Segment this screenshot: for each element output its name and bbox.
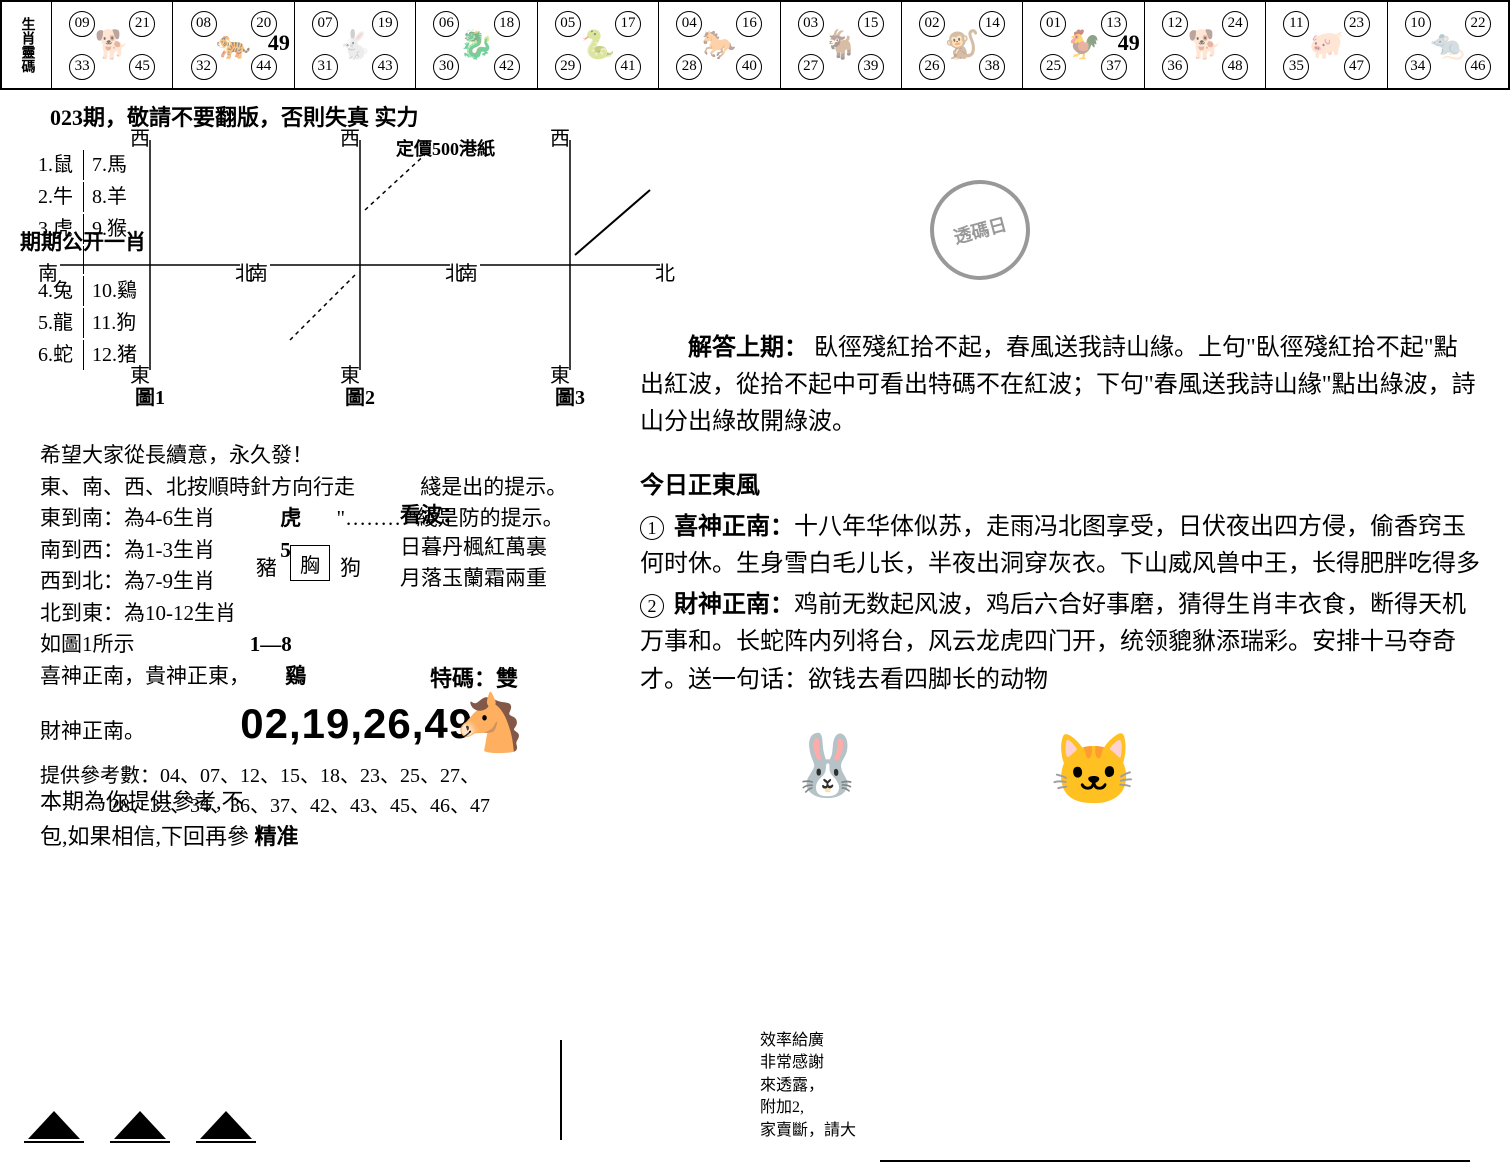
- zodiac-animal-icon: 🐎: [702, 28, 737, 62]
- kanbo-l2: 月落玉蘭霜兩重: [400, 563, 547, 595]
- zodiac-cell: 03152739🐐: [781, 2, 902, 88]
- zodiac-animal-icon: 🐕: [1188, 28, 1223, 62]
- triangle-icon: [28, 1111, 80, 1139]
- zodiac-strip: 生肖靈碼 09213345🐕08203244🐅4907193143🐇061830…: [0, 0, 1510, 90]
- circled-2-icon: 2: [640, 594, 664, 618]
- zodiac-cell: 12243648🐕: [1145, 2, 1266, 88]
- big-numbers: 02,19,26,49: [240, 692, 473, 755]
- zodiac-cell: 07193143🐇: [295, 2, 416, 88]
- hint-l9: 財神正南。: [40, 719, 150, 743]
- xiong-right: 狗: [340, 552, 361, 582]
- caishen-line: 2 財神正南：鸡前无数起风波，鸡后六合好事磨，猜得生肖丰衣食，断得天机万事和。长…: [640, 587, 1480, 699]
- compass-diagram: 西 南 北 東 圖2: [270, 122, 470, 382]
- stamp-icon: 透碼日: [919, 169, 1041, 291]
- zodiac-animal-icon: 🐅: [216, 28, 251, 62]
- br-1: 效率給廣: [760, 1030, 856, 1052]
- dir-south: 南: [248, 257, 268, 286]
- hint-l7: 如圖1所示 1—8: [40, 629, 600, 661]
- left-text-block: 希望大家從長續意，永久發！ 東、南、西、北按順時針方向行走 綫是出的提示。 東到…: [40, 440, 600, 821]
- kanbo-block: 看波： 日暮丹楓紅萬裏 月落玉蘭霜兩重: [400, 500, 547, 595]
- compass-cross-icon: [270, 140, 450, 370]
- zodiac-animal-icon: 🐖: [1309, 28, 1344, 62]
- horse-cartoon-icon: 🐴: [455, 690, 525, 756]
- zodiac-animal-icon: 🐇: [338, 28, 373, 62]
- compass-cross-icon: [60, 140, 240, 370]
- zodiac-animal-icon: 🐒: [945, 28, 980, 62]
- zodiac-cell: 04162840🐎: [659, 2, 780, 88]
- zodiac-cell: 09213345🐕: [52, 2, 173, 88]
- zodiac-strip-header: 生肖靈碼: [2, 2, 52, 88]
- bl-2: 包,如果相信,下回再參 精准: [40, 819, 299, 854]
- divider-line: [880, 1160, 1470, 1162]
- cat-cartoon-icon: 🐱: [1050, 730, 1137, 812]
- zodiac-cell: 11233547🐖: [1266, 2, 1387, 88]
- kanbo-title: 看波：: [400, 500, 547, 532]
- xiong-left: 豬: [256, 552, 277, 582]
- zodiac-big-num: 49: [1118, 30, 1140, 56]
- br-4: 附加2,: [760, 1097, 856, 1119]
- zodiac-big-num: 49: [268, 30, 290, 56]
- triangle-icon: [114, 1111, 166, 1139]
- compass-diagram: 西 南 北 東 圖1: [60, 122, 260, 382]
- bottom-left-text: 本期為你提供參考,不 包,如果相信,下回再參 精准: [40, 784, 299, 854]
- hint-l2: 東、南、西、北按順時針方向行走 綫是出的提示。: [40, 472, 600, 504]
- dir-south: 南: [458, 257, 478, 286]
- bunny-desk-icon: 🐰: [790, 730, 865, 801]
- br-2: 非常感謝: [760, 1052, 856, 1074]
- br-5: 家賣斷，請大: [760, 1120, 856, 1142]
- right-column: 解答上期：解答上期：臥徑殘紅拾不起，春風送我詩山緣。上句"臥徑殘紅拾不起"點出紅…: [640, 330, 1480, 703]
- compass-row: 西 南 北 東 圖1 西 南 北 東 圖2 西 南 北 東: [60, 122, 700, 422]
- zodiac-animal-icon: 🐐: [823, 28, 858, 62]
- zodiac-cell: 06183042🐉: [416, 2, 537, 88]
- zodiac-cell: 05172941🐍: [538, 2, 659, 88]
- zodiac-animal-icon: 🐀: [1430, 28, 1465, 62]
- zodiac-animal-icon: 🐍: [580, 28, 615, 62]
- xiong-box: 胸: [290, 543, 330, 583]
- compass-label: 圖1: [135, 381, 165, 410]
- zodiac-cell: 08203244🐅49: [173, 2, 294, 88]
- zodiac-animal-icon: 🐓: [1066, 28, 1101, 62]
- hint-l1: 希望大家從長續意，永久發！: [40, 440, 600, 472]
- jieda-text: 解答上期：解答上期：臥徑殘紅拾不起，春風送我詩山緣。上句"臥徑殘紅拾不起"點出紅…: [640, 330, 1480, 442]
- circled-1-icon: 1: [640, 516, 664, 540]
- xishen-line: 1 喜神正南：十八年华体似苏，走雨冯北图享受，日伏夜出四方侵，偷香窍玉何时休。生…: [640, 509, 1480, 583]
- bl-1: 本期為你提供參考,不: [40, 784, 299, 819]
- bottom-right-fragment: 效率給廣 非常感謝 來透露， 附加2, 家賣斷，請大: [760, 1030, 856, 1142]
- zodiac-animal-icon: 🐕: [95, 28, 130, 62]
- zodiac-animal-icon: 🐉: [459, 28, 494, 62]
- hint-l6: 北到東：為10-12生肖: [40, 598, 600, 630]
- compass-label: 圖3: [555, 381, 585, 410]
- zodiac-cell: 10223446🐀: [1388, 2, 1508, 88]
- xiong-char: 胸: [290, 545, 330, 581]
- dir-south: 南: [38, 257, 58, 286]
- divider-line: [560, 1040, 562, 1140]
- zodiac-cell: 01132537🐓49: [1023, 2, 1144, 88]
- triangle-icons: [28, 1111, 252, 1139]
- compass-label: 圖2: [345, 381, 375, 410]
- kanbo-l1: 日暮丹楓紅萬裏: [400, 532, 547, 564]
- today-wind: 今日正東風 1 喜神正南：十八年华体似苏，走雨冯北图享受，日伏夜出四方侵，偷香窍…: [640, 468, 1480, 699]
- zodiac-cell: 02142638🐒: [902, 2, 1023, 88]
- triangle-icon: [200, 1111, 252, 1139]
- compass-cross-icon: [480, 140, 660, 370]
- br-3: 來透露，: [760, 1075, 856, 1097]
